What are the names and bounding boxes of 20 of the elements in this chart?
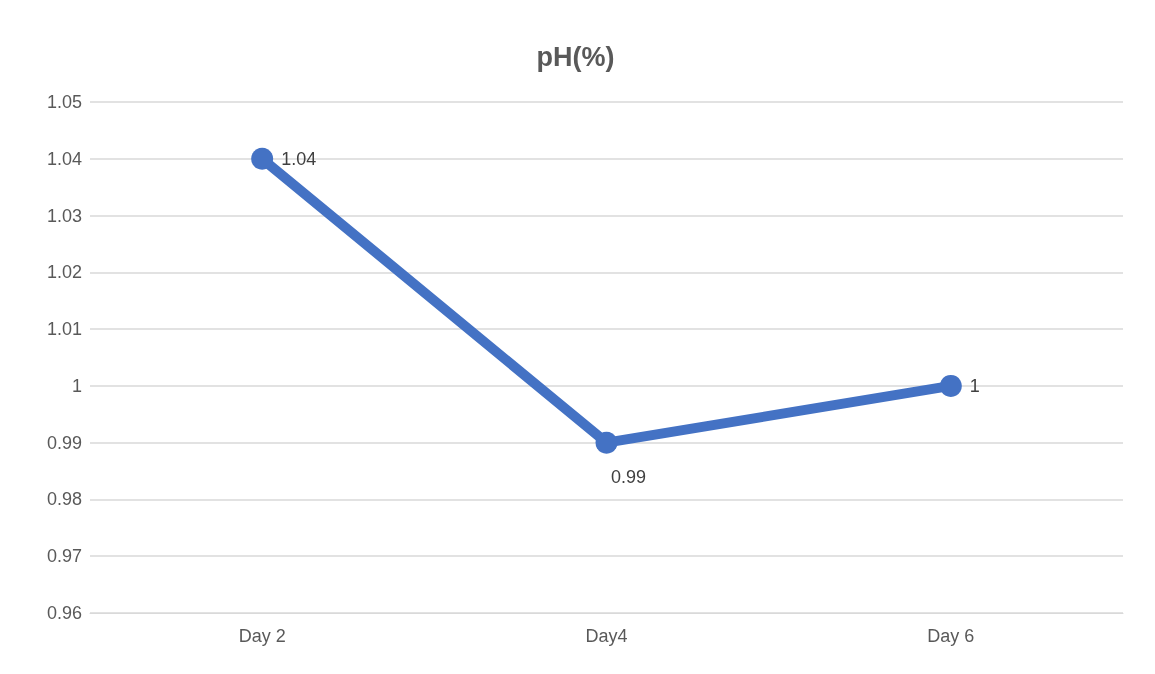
y-tick-label: 1.05 [46, 92, 82, 112]
x-tick-label: Day 6 [927, 626, 975, 646]
y-tick-label: 0.97 [46, 546, 82, 567]
data-label: 0.99 [610, 466, 647, 487]
x-tick-label: Day 2 [238, 626, 286, 646]
x-tick-label: Day4 [585, 626, 628, 646]
point [595, 431, 618, 454]
data-label: 1.04 [281, 148, 317, 169]
point [939, 374, 962, 397]
y-tick-label: 0.98 [46, 489, 82, 510]
point [251, 147, 274, 170]
y-tick-label: 1.04 [46, 148, 82, 169]
y-tick-label: 0.99 [46, 432, 82, 453]
y-tick-label: 1.01 [46, 319, 82, 340]
y-tick-label: 0.96 [46, 603, 82, 623]
y-tick-label: 1 [71, 375, 82, 396]
data-label: 1 [969, 375, 980, 396]
y-tick-label: 1.03 [46, 205, 82, 226]
y-tick-label: 1.02 [46, 262, 82, 283]
chart-title: pH(%) [536, 41, 615, 72]
